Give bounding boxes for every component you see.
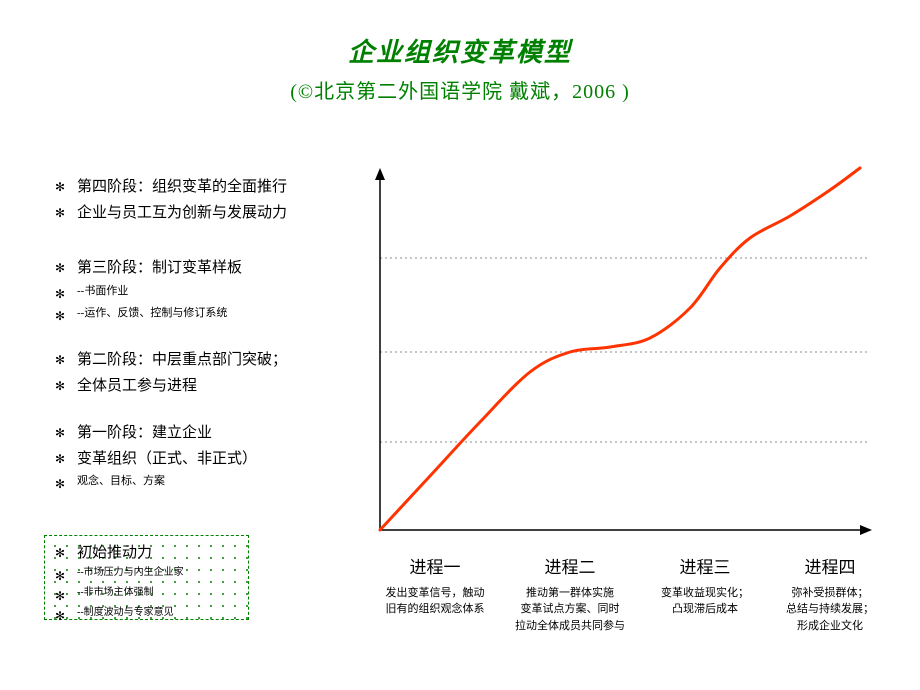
x1-l1: 发出变革信号，触动 [370,585,500,602]
x4-l2: 总结与持续发展； [770,601,890,618]
stage2-line2: 全体员工参与进程 [77,374,197,400]
stage-4: ✻第四阶段：组织变革的全面推行 ✻企业与员工互为创新与发展动力 [55,175,355,226]
bullet-icon: ✻ [55,605,77,625]
initial-title: 初始推动力 [77,542,152,565]
x2-l3: 拉动全体成员共同参与 [500,618,640,635]
xcol-3: 进程三 变革收益现实化； 凸现滞后成本 [640,555,770,634]
bullet-icon: ✻ [55,175,77,197]
x1-label: 进程一 [370,555,500,581]
x4-l3: 形成企业文化 [770,618,890,635]
bullet-icon: ✻ [55,472,77,494]
x3-label: 进程三 [640,555,770,581]
x3-l1: 变革收益现实化； [640,585,770,602]
initial-sub2: --非市场主体强制 [77,585,154,600]
stage-1: ✻第一阶段：建立企业 ✻变革组织（正式、非正式） ✻观念、目标、方案 [55,421,355,494]
stage1-line1: 第一阶段：建立企业 [77,421,212,447]
stage2-line1: 第二阶段：中层重点部门突破； [77,348,287,374]
bullet-icon: ✻ [55,348,77,370]
bullet-icon: ✻ [55,282,77,304]
x2-l2: 变革试点方案、同时 [500,601,640,618]
stages-column: ✻第四阶段：组织变革的全面推行 ✻企业与员工互为创新与发展动力 ✻第三阶段：制订… [55,175,355,517]
bullet-icon: ✻ [55,374,77,396]
bullet-icon: ✻ [55,542,77,562]
chart-area [370,160,880,550]
bullet-icon: ✻ [55,447,77,469]
xcol-2: 进程二 推动第一群体实施 变革试点方案、同时 拉动全体成员共同参与 [500,555,640,634]
stage-3: ✻第三阶段：制订变革样板 ✻--书面作业 ✻--运作、反馈、控制与修订系统 [55,256,355,326]
sub-title: (©北京第二外国语学院 戴斌，2006 ) [0,75,920,104]
x2-label: 进程二 [500,555,640,581]
content-area: ✻第四阶段：组织变革的全面推行 ✻企业与员工互为创新与发展动力 ✻第三阶段：制订… [0,160,920,660]
bullet-icon: ✻ [55,565,77,585]
bullet-icon: ✻ [55,421,77,443]
bullet-icon: ✻ [55,304,77,326]
stage4-line2: 企业与员工互为创新与发展动力 [77,201,287,227]
chart-svg [370,160,880,550]
title-block: 企业组织变革模型 (©北京第二外国语学院 戴斌，2006 ) [0,0,920,104]
x4-l1: 弥补受损群体； [770,585,890,602]
initial-sub3: --制度波动与专家意见 [77,605,174,620]
x3-l2: 凸现滞后成本 [640,601,770,618]
stage1-sub1: 观念、目标、方案 [77,472,165,491]
stage3-line1: 第三阶段：制订变革样板 [77,256,242,282]
bullet-icon: ✻ [55,201,77,223]
stage1-line2: 变革组织（正式、非正式） [77,447,257,473]
x1-l2: 旧有的组织观念体系 [370,601,500,618]
bullet-icon: ✻ [55,256,77,278]
initial-driver-box: ✻初始推动力 ✻--市场压力与内生企业家 ✻--非市场主体强制 ✻--制度波动与… [44,535,249,620]
initial-sub1: --市场压力与内生企业家 [77,565,184,580]
stage-2: ✻第二阶段：中层重点部门突破； ✻全体员工参与进程 [55,348,355,399]
stage4-line1: 第四阶段：组织变革的全面推行 [77,175,287,201]
xcol-4: 进程四 弥补受损群体； 总结与持续发展； 形成企业文化 [770,555,890,634]
stage3-sub1: --书面作业 [77,282,128,301]
bullet-icon: ✻ [55,585,77,605]
x2-l1: 推动第一群体实施 [500,585,640,602]
main-title: 企业组织变革模型 [0,32,920,69]
x4-label: 进程四 [770,555,890,581]
xcol-1: 进程一 发出变革信号，触动 旧有的组织观念体系 [370,555,500,634]
stage3-sub2: --运作、反馈、控制与修订系统 [77,304,227,323]
x-axis-labels: 进程一 发出变革信号，触动 旧有的组织观念体系 进程二 推动第一群体实施 变革试… [370,555,890,634]
